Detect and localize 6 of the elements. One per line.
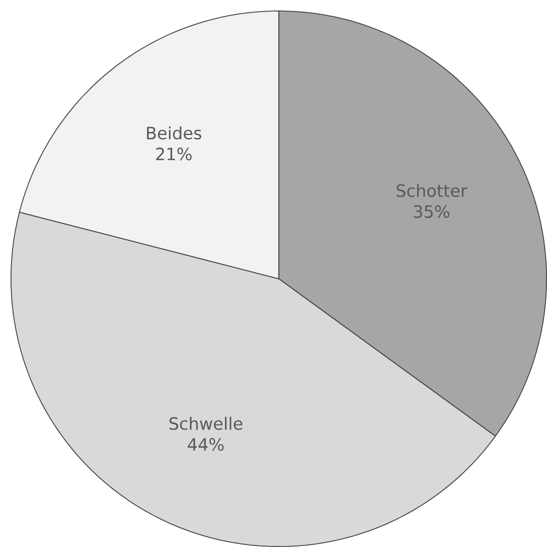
slice-label: Beides: [147, 126, 202, 140]
slice-label: Schotter: [396, 184, 468, 198]
data-label: 35%: [414, 205, 450, 218]
data-label: 21%: [156, 148, 192, 160]
slice-label: Schwelle: [169, 416, 242, 430]
data-label: 44%: [188, 438, 224, 451]
